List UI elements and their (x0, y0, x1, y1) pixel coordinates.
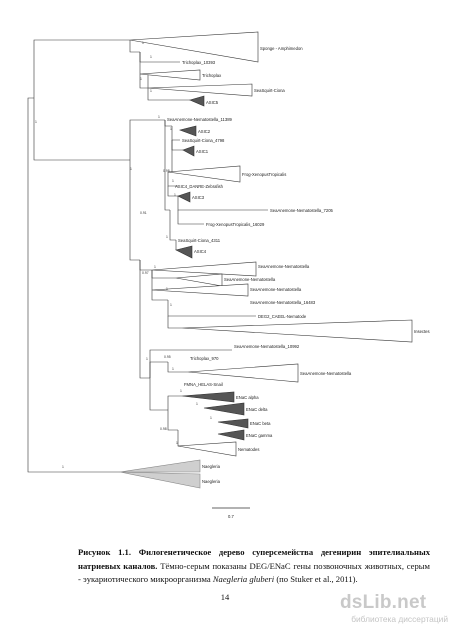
taxon-label: ENaC delta (246, 407, 268, 412)
caption-text-1: Тёмно-серым показаны DEG/ENaC гены позво… (78, 560, 430, 585)
support-value: 0.95 (164, 355, 171, 359)
clade-nematodes (177, 441, 237, 457)
taxon-label: ASIC1 (196, 149, 209, 154)
taxon-label: ENaC gamma (246, 433, 273, 438)
clade-insectes (181, 319, 413, 343)
support-value: 1 (130, 167, 132, 171)
taxon-label: SeaAnemone-Nematostella (258, 264, 310, 269)
taxon-label: ENaC alpha (236, 395, 259, 400)
clade-nematostella-a (151, 261, 257, 277)
support-value: 1 (174, 193, 176, 197)
taxon-label: Frog-XenopusTropicalis (242, 172, 286, 177)
support-value: 1 (170, 127, 172, 131)
clade-nematostella-d (187, 363, 299, 383)
phylogenetic-tree: Sponge - Amphimedon Trichoplax_10393 Tri… (27, 31, 430, 519)
support-value: 1 (158, 115, 160, 119)
support-value: 0.97 (142, 271, 149, 275)
taxon-label: Sponge - Amphimedon (260, 46, 303, 51)
support-value: 1 (150, 89, 152, 93)
support-value: 1 (62, 465, 64, 469)
support-value: 0.91 (140, 211, 147, 215)
clade-nematostella-c (151, 283, 249, 297)
support-values: 1 1 1 1 1 1 1 1 0.98 1 1 0.91 1 0.97 1 1… (35, 41, 212, 469)
watermark-subtitle: библиотека диссертаций (351, 614, 448, 624)
clade-nematostella-b (175, 273, 223, 287)
taxon-label: ENaC beta (250, 421, 271, 426)
taxon-label: ASIC2 (198, 129, 211, 134)
taxon-label: ASIC4 (194, 249, 207, 254)
clade-asic5 (189, 95, 205, 107)
taxon-labels: Sponge - Amphimedon Trichoplax_10393 Tri… (167, 46, 430, 484)
clade-asic3 (177, 191, 191, 203)
caption-bold: Рисунок 1.1. Филогенетическое дерево суп… (78, 547, 430, 571)
clade-trichoplax (139, 69, 201, 81)
support-value: 1 (170, 303, 172, 307)
taxon-label: Insectes (414, 329, 430, 334)
support-value: 1 (176, 441, 178, 445)
taxon-label: SeaAnemone-Nematostella_7205 (270, 208, 334, 213)
clade-sponge (129, 31, 259, 63)
support-value: 1 (154, 265, 156, 269)
taxon-label: SeaSquirt-Ciona_4798 (182, 138, 225, 143)
clade-enac-delta (203, 402, 245, 416)
clade-enac-gamma (217, 429, 245, 441)
support-value: 0.98 (163, 169, 170, 173)
clade-asic2 (178, 125, 197, 137)
caption-italic: Naegleria gluberi (212, 574, 275, 585)
taxon-label: SeaSquirt-Ciona (254, 88, 285, 93)
support-value: 1 (172, 179, 174, 183)
taxon-label: SeaAnemone-Nematostella (250, 287, 302, 292)
clade-naegleria-1 (119, 459, 201, 473)
clade-frog-xenopus (167, 165, 241, 183)
taxon-label: ASIC4_DANRE-Zebrafish (175, 184, 224, 189)
taxon-label: Naegleria (202, 464, 221, 469)
tree-branches (27, 39, 268, 473)
support-value: 0.98 (160, 427, 167, 431)
taxon-label: Nematodes (238, 447, 259, 452)
clade-naegleria-2 (119, 471, 201, 489)
support-value: 1 (166, 235, 168, 239)
scale-label: 0.7 (228, 514, 234, 519)
watermark-logo: dsLib.net (340, 592, 427, 613)
taxon-label: SeaAnemone-Nematostella_10992 (234, 344, 300, 349)
taxon-label: SeaAnemone-Nematostella_11389 (167, 117, 233, 122)
taxon-label: SeaAnemone-Nematostella (300, 371, 352, 376)
page-number: 14 (220, 592, 230, 602)
clade-enac-alpha (181, 391, 235, 403)
support-value: 1 (140, 77, 142, 81)
watermark: dsLib.net библиотека диссертаций (330, 592, 450, 637)
taxon-label: ASIC3 (192, 195, 205, 200)
clade-enac-beta (217, 418, 249, 429)
support-value: 1 (210, 416, 212, 420)
taxon-label: Naegleria (202, 479, 221, 484)
support-value: 1 (150, 55, 152, 59)
support-value: 1 (142, 41, 144, 45)
taxon-label: FMNA_HELAS-Snail (184, 382, 223, 387)
support-value: 1 (180, 389, 182, 393)
support-value: 1 (146, 357, 148, 361)
support-value: 1 (35, 120, 37, 124)
taxon-label: ASIC5 (206, 100, 219, 105)
caption-text-2: (по Stuker et al., 2011). (274, 574, 358, 585)
collapsed-clades (119, 31, 413, 489)
clade-seasquirt (147, 83, 253, 97)
taxon-label: SeaAnemone-Nematostella_16483 (250, 300, 316, 305)
taxon-label: DEG2_CAEEL-Nematode (258, 314, 307, 319)
support-value: 1 (166, 287, 168, 291)
taxon-label: Trichoplax (202, 73, 222, 78)
taxon-label: Trichoplax_10393 (182, 60, 216, 65)
taxon-label: SeaSquirt-Ciona_4311 (178, 238, 221, 243)
support-value: 1 (196, 402, 198, 406)
taxon-label: Frog-XenopusTropicalis_16029 (206, 222, 265, 227)
clade-asic1 (182, 145, 195, 157)
clade-asic4 (175, 245, 193, 259)
support-value: 1 (172, 367, 174, 371)
figure-caption: Рисунок 1.1. Филогенетическое дерево суп… (78, 546, 430, 587)
taxon-label: SeaAnemone-Nematostella (224, 277, 276, 282)
taxon-label: Trichoplax_970 (190, 356, 219, 361)
